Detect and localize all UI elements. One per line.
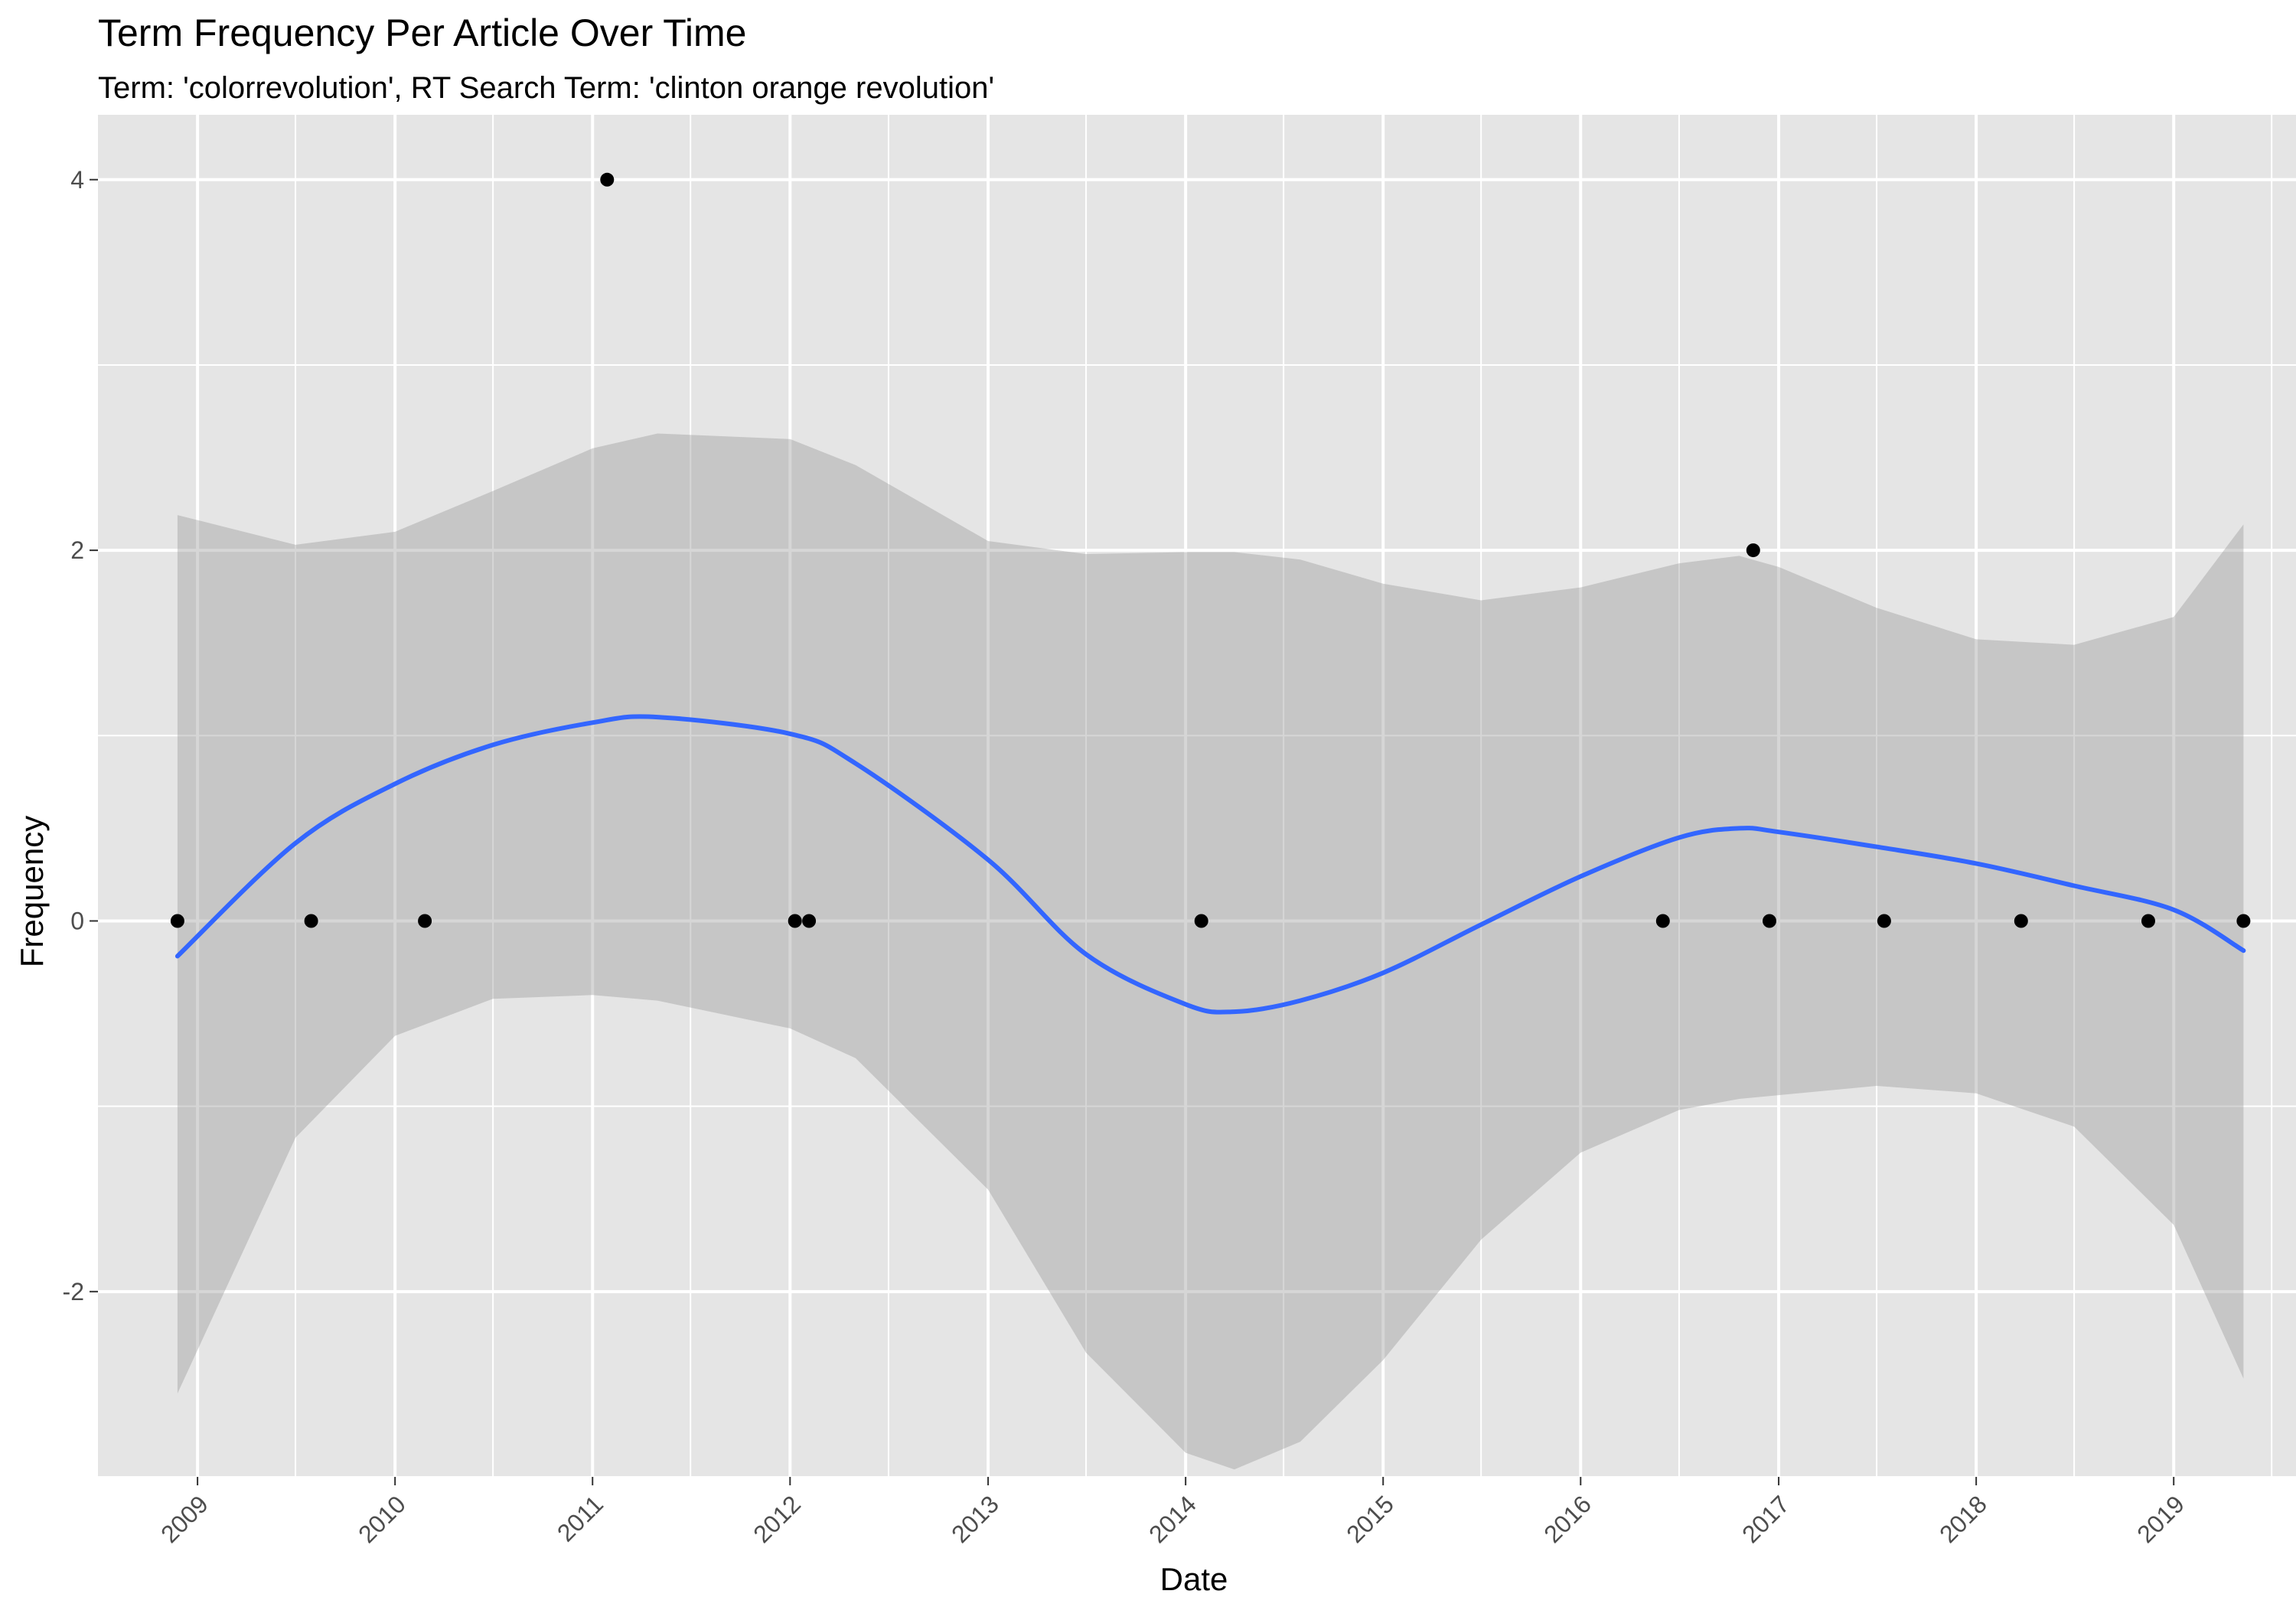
y-tick-label: -2 xyxy=(63,1278,84,1305)
data-point xyxy=(788,914,802,928)
grid-minor xyxy=(98,115,2296,1478)
x-tick-label: 2016 xyxy=(1538,1490,1596,1548)
y-axis-ticks: -2 0 2 4 xyxy=(63,166,98,1305)
x-tick-label: 2013 xyxy=(946,1490,1004,1548)
data-point xyxy=(1655,914,1670,928)
y-tick-label: 0 xyxy=(70,907,84,934)
x-tick-label: 2019 xyxy=(2131,1490,2190,1548)
chart-title: Term Frequency Per Article Over Time xyxy=(98,11,746,54)
x-tick-label: 2012 xyxy=(748,1490,806,1548)
data-point xyxy=(418,914,432,928)
y-tick-label: 2 xyxy=(70,536,84,564)
data-point xyxy=(600,172,615,187)
data-points xyxy=(170,172,2251,928)
x-tick-label: 2014 xyxy=(1143,1490,1202,1548)
x-tick-label: 2017 xyxy=(1737,1490,1795,1548)
y-axis-label: Frequency xyxy=(14,816,50,967)
x-axis-ticks: 2009 2010 2011 2012 2013 2014 2015 2016 2017 2018… xyxy=(155,1477,2190,1548)
data-point xyxy=(2141,914,2155,928)
x-tick-label: 2015 xyxy=(1341,1490,1399,1548)
y-tick-label: 4 xyxy=(70,166,84,194)
data-point xyxy=(1746,543,1760,558)
x-tick-label: 2010 xyxy=(353,1490,411,1548)
data-point xyxy=(1194,914,1208,928)
x-tick-label: 2009 xyxy=(155,1490,214,1548)
data-point xyxy=(802,914,817,928)
data-point xyxy=(304,914,318,928)
plot-panel xyxy=(98,115,2296,1477)
smooth-line xyxy=(174,714,2246,1015)
x-tick-label: 2018 xyxy=(1934,1490,1992,1548)
data-point xyxy=(2236,914,2251,928)
data-point xyxy=(170,914,184,928)
data-point xyxy=(1763,914,1776,928)
data-point xyxy=(1877,914,1891,928)
data-point xyxy=(2014,914,2028,928)
chart-subtitle: Term: 'colorrevolution', RT Search Term:… xyxy=(98,71,994,105)
x-tick-label: 2011 xyxy=(552,1490,608,1547)
grid-major xyxy=(98,115,2296,1477)
x-axis-label: Date xyxy=(1160,1561,1228,1597)
confidence-ribbon xyxy=(177,433,2244,1470)
